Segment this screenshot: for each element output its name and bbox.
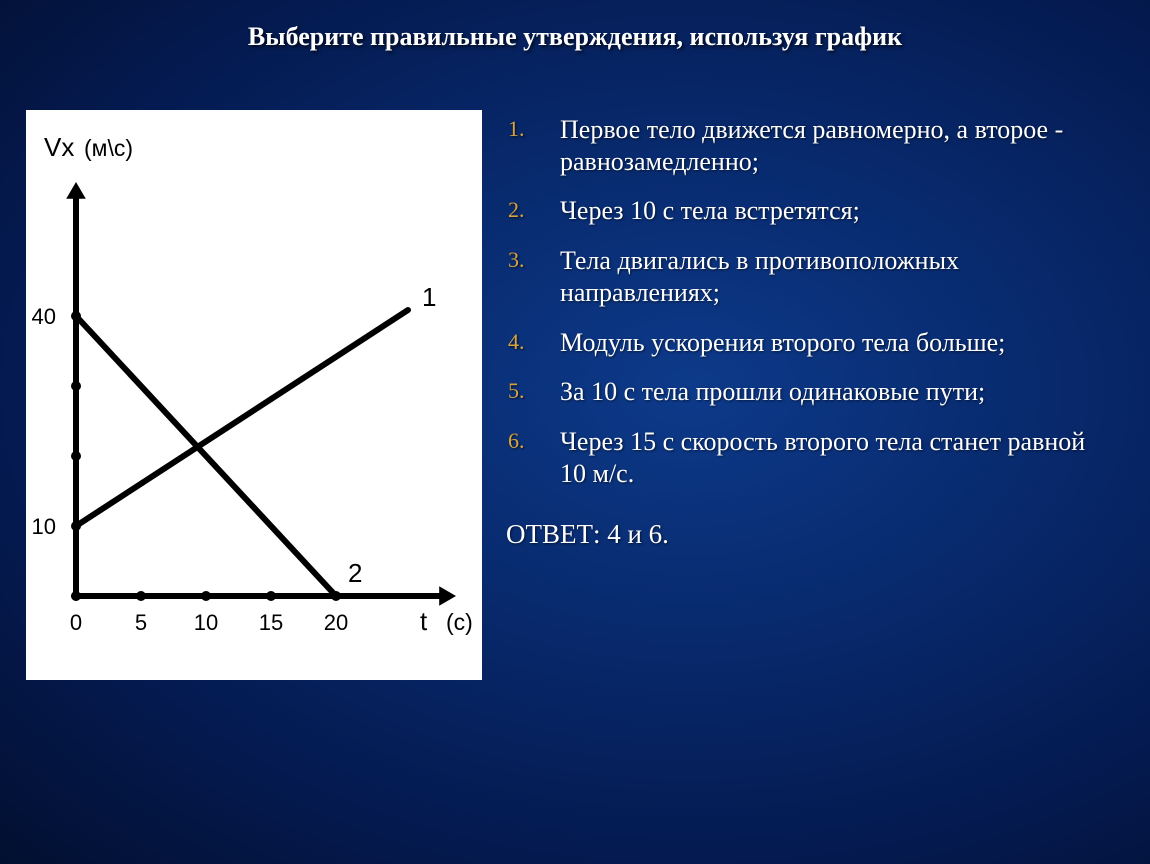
statement-item: Через 15 с скорость второго тела станет … bbox=[500, 426, 1100, 489]
statement-item: Модуль ускорения второго тела больше; bbox=[500, 327, 1100, 359]
svg-text:20: 20 bbox=[324, 610, 348, 635]
svg-text:1: 1 bbox=[422, 282, 436, 312]
svg-text:0: 0 bbox=[70, 610, 82, 635]
svg-text:2: 2 bbox=[348, 558, 362, 588]
content-row: 0 5 10 15 20 10 40 Vx (м\с) t (с) 1 2 Первое тело дв… bbox=[20, 110, 1130, 680]
chart-panel: 0 5 10 15 20 10 40 Vx (м\с) t (с) 1 2 bbox=[26, 110, 482, 680]
svg-text:15: 15 bbox=[259, 610, 283, 635]
velocity-chart: 0 5 10 15 20 10 40 Vx (м\с) t (с) 1 2 bbox=[26, 110, 482, 680]
slide-title: Выберите правильные утверждения, использ… bbox=[20, 22, 1130, 52]
answer-text: ОТВЕТ: 4 и 6. bbox=[500, 519, 1100, 550]
statement-item: За 10 с тела прошли одинаковые пути; bbox=[500, 376, 1100, 408]
statement-item: Тела двигались в противоположных направл… bbox=[500, 245, 1100, 308]
svg-text:(с): (с) bbox=[446, 609, 473, 635]
svg-text:40: 40 bbox=[32, 304, 56, 329]
svg-text:Vx: Vx bbox=[44, 132, 74, 162]
statements-column: Первое тело движется равномерно, а второ… bbox=[500, 110, 1130, 680]
svg-text:10: 10 bbox=[32, 514, 56, 539]
svg-text:10: 10 bbox=[194, 610, 218, 635]
slide: Выберите правильные утверждения, использ… bbox=[0, 0, 1150, 864]
statement-item: Первое тело движется равномерно, а второ… bbox=[500, 114, 1100, 177]
statements-list: Первое тело движется равномерно, а второ… bbox=[500, 114, 1100, 489]
svg-text:5: 5 bbox=[135, 610, 147, 635]
svg-text:(м\с): (м\с) bbox=[84, 135, 133, 161]
statement-item: Через 10 с тела встретятся; bbox=[500, 195, 1100, 227]
svg-text:t: t bbox=[420, 606, 428, 636]
